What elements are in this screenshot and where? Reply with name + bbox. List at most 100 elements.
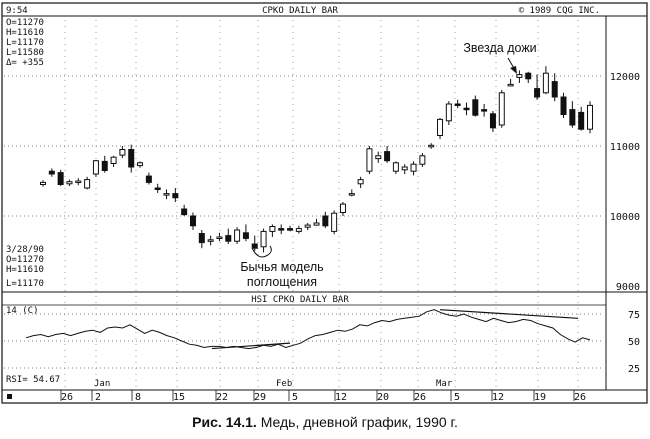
candle [463, 102, 470, 116]
candle-body-up [110, 156, 117, 164]
candle [331, 210, 338, 235]
candle [560, 92, 567, 118]
candle-body-down [560, 96, 567, 115]
time-label: 9:54 [6, 6, 28, 16]
doji-star-label: Звезда дожи [463, 41, 536, 55]
scroll-marker [7, 394, 12, 399]
candle-body-up [507, 83, 514, 87]
candle-body-down [578, 111, 585, 130]
candle-body-up [437, 118, 444, 137]
candle-body-down [463, 107, 470, 111]
engulfing-label-line2: поглощения [247, 275, 317, 289]
candle [375, 151, 382, 163]
date-tick-label: 26 [61, 392, 73, 403]
candle-body-down [472, 99, 479, 116]
date-tick-label: 15 [173, 392, 185, 403]
candle-body-up [428, 144, 435, 148]
candle-body-up [357, 179, 364, 185]
candle-body-up [75, 180, 82, 183]
candle-body-up [331, 212, 338, 232]
candle-body-up [348, 193, 355, 196]
candle-body-up [419, 155, 426, 165]
y-tick-labels: 12000 11000 10000 9000 75 50 25 [610, 72, 640, 375]
candle-body-up [234, 229, 241, 242]
rsi-tick-label: 75 [628, 310, 640, 321]
rsi-series [25, 309, 591, 350]
candle [401, 164, 408, 174]
candle [551, 73, 558, 102]
candle-body-up [339, 203, 346, 214]
candle [348, 189, 355, 197]
candle [313, 218, 320, 226]
candle-body-down [101, 160, 108, 171]
candle-body-up [542, 72, 549, 94]
candle [295, 225, 302, 234]
candle-body-down [551, 81, 558, 98]
date-box-open: O=11270 [6, 255, 44, 265]
candle [269, 224, 276, 237]
candle-body-up [587, 104, 593, 130]
candle [207, 235, 214, 246]
candle [172, 188, 179, 202]
candle [339, 202, 346, 216]
candle [92, 160, 99, 177]
price-tick-label: 10000 [610, 212, 640, 223]
candle-body-up [304, 224, 311, 228]
month-label: Jan [94, 379, 110, 389]
candle [366, 146, 373, 174]
candle-body-down [251, 243, 258, 249]
price-tick-label: 9000 [616, 282, 640, 293]
candle [145, 172, 152, 185]
candle-body-up [84, 179, 91, 189]
candle-body-down [242, 232, 249, 239]
trendlines [211, 309, 579, 350]
candle [472, 95, 479, 117]
date-tick-label: 2 [95, 392, 101, 403]
candle [392, 161, 399, 174]
date-tick-label: 22 [216, 392, 228, 403]
candle-body-down [225, 235, 232, 242]
caption-prefix: Рис. 14.1. [192, 414, 257, 430]
candle-body-up [207, 239, 214, 242]
candle [322, 211, 329, 228]
date-box-date: 3/28/90 [6, 245, 44, 255]
rsi-resistance-trendline [439, 309, 579, 319]
candle [189, 212, 196, 230]
outer-frame [1, 2, 648, 404]
candle [110, 155, 117, 167]
date-box-low: L=11170 [6, 279, 44, 289]
candle-body-down [278, 228, 285, 231]
date-tick-label: 20 [377, 392, 389, 403]
candle-body-up [401, 166, 408, 171]
candle [128, 144, 135, 173]
candle [410, 161, 417, 176]
rsi-title: HSI CPKO DAILY BAR [251, 295, 349, 305]
candle [119, 146, 126, 158]
candle [507, 78, 514, 87]
candle-body-up [66, 181, 73, 185]
candle-body-down [145, 175, 152, 183]
candle [384, 146, 391, 163]
date-box-high: H=11610 [6, 265, 44, 275]
date-tick-label: 19 [534, 392, 546, 403]
candle [66, 179, 73, 186]
date-tick-label: 12 [335, 392, 347, 403]
candle [498, 90, 505, 128]
rsi-tick-label: 25 [628, 364, 640, 375]
candle-body-up [366, 148, 373, 172]
candle [84, 176, 91, 190]
candle-body-down [534, 88, 541, 98]
figure-caption: Рис. 14.1. Медь, дневной график, 1990 г. [0, 414, 650, 430]
candle-body-down [57, 172, 64, 186]
rsi-line [25, 309, 591, 350]
candle-body-down [154, 187, 161, 190]
rsi-tick-label: 50 [628, 337, 640, 348]
candle [278, 224, 285, 235]
candle [525, 71, 532, 83]
date-tick-label: 26 [414, 392, 426, 403]
candle-body-down [189, 215, 196, 227]
month-label: Mar [436, 379, 453, 389]
candle [251, 235, 258, 251]
candle-body-down [454, 103, 461, 106]
rsi-readout: RSI= 54.67 [6, 375, 60, 385]
